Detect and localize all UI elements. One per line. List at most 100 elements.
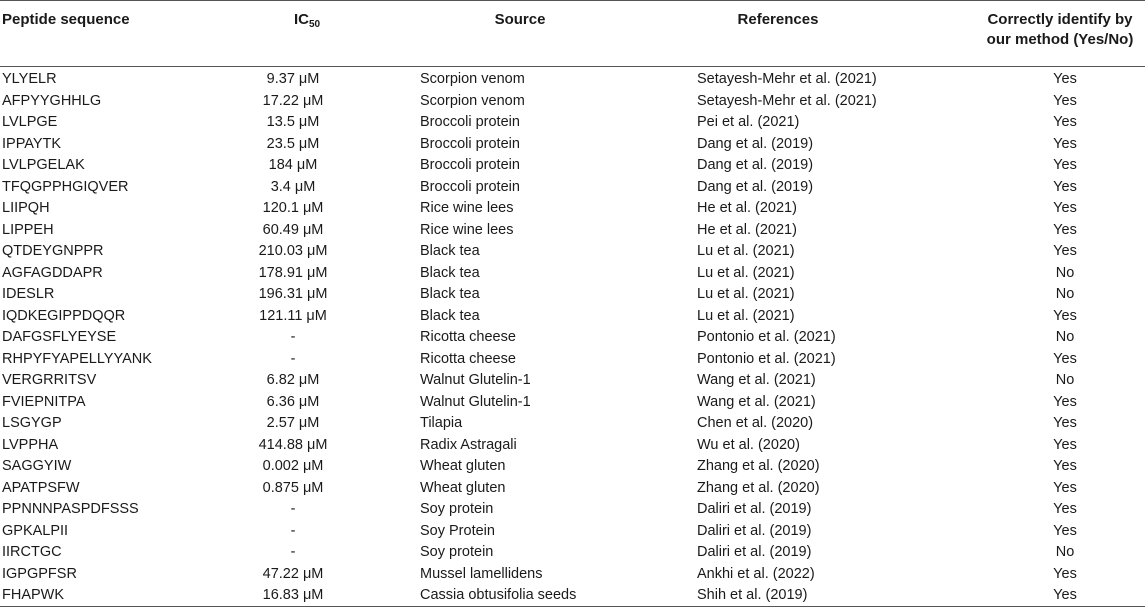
cell-correctly-identified: No (1055, 264, 1075, 281)
cell-reference: Pei et al. (2021) (697, 114, 800, 130)
header-correct-line2: our method (Yes/No) (986, 31, 1134, 48)
cell-correctly-identified: Yes (1053, 243, 1077, 259)
cell-correctly-identified: Yes (1053, 307, 1077, 324)
table-row: IPPAYTK 23.5 μM Broccoli protein Dang et al… (0, 134, 1145, 156)
cell-peptide-sequence: GPKALPII (2, 522, 69, 539)
cell-source: Scorpion venom (420, 92, 525, 109)
cell-peptide-sequence: DAFGSFLYEYSE (2, 329, 117, 345)
cell-reference: He et al. (2021) (697, 221, 797, 238)
cell-ic50: 184 μM (268, 157, 318, 173)
table-row: SAGGYIW 0.002 μM Wheat gluten Zhang et al. … (0, 456, 1145, 478)
bottom-rule (0, 606, 1145, 607)
cell-correctly-identified: Yes (1053, 178, 1077, 195)
table-row: IGPGPFSR 47.22 μM Mussel lamellidens Ankhi … (0, 564, 1145, 586)
cell-ic50: - (290, 501, 296, 517)
cell-peptide-sequence: LIPPEH (2, 221, 54, 238)
cell-correctly-identified: Yes (1053, 114, 1077, 130)
cell-peptide-sequence: LSGYGP (2, 415, 62, 431)
table-header: Peptide sequence IC50 Source References … (0, 0, 1145, 66)
cell-ic50: 6.82 μM (266, 372, 320, 388)
cell-peptide-sequence: LIIPQH (2, 200, 50, 216)
cell-reference: Setayesh-Mehr et al. (2021) (697, 92, 877, 109)
cell-ic50: 17.22 μM (262, 92, 324, 109)
table-row: LIPPEH 60.49 μM Rice wine lees He et al. (2… (0, 220, 1145, 242)
cell-reference: Daliri et al. (2019) (697, 544, 812, 560)
cell-peptide-sequence: QTDEYGNPPR (2, 243, 104, 259)
cell-source: Black tea (420, 264, 480, 281)
cell-source: Broccoli protein (420, 178, 520, 195)
cell-source: Radix Astragali (420, 436, 517, 453)
cell-source: Rice wine lees (420, 221, 514, 238)
header-correctly-identified: Correctly identify by our method (Yes/No… (975, 10, 1145, 50)
cell-source: Rice wine lees (420, 200, 514, 216)
cell-correctly-identified: Yes (1053, 587, 1077, 603)
table-row: APATPSFW 0.875 μM Wheat gluten Zhang et al.… (0, 478, 1145, 500)
cell-reference: Pontonio et al. (2021) (697, 350, 836, 367)
cell-correctly-identified: Yes (1053, 393, 1077, 410)
cell-correctly-identified: Yes (1053, 565, 1077, 582)
cell-ic50: - (290, 350, 296, 367)
cell-reference: Lu et al. (2021) (697, 243, 795, 259)
cell-ic50: 178.91 μM (258, 264, 328, 281)
cell-correctly-identified: Yes (1053, 350, 1077, 367)
cell-peptide-sequence: FVIEPNITPA (2, 393, 86, 410)
table-row: IQDKEGIPPDQQR 121.11 μM Black tea Lu et al.… (0, 306, 1145, 328)
table-row: VERGRRITSV 6.82 μM Walnut Glutelin-1 Wang e… (0, 370, 1145, 392)
cell-correctly-identified: No (1055, 329, 1075, 345)
cell-source: Scorpion venom (420, 71, 525, 87)
cell-reference: Daliri et al. (2019) (697, 501, 812, 517)
cell-source: Soy Protein (420, 522, 495, 539)
cell-source: Soy protein (420, 544, 494, 560)
cell-ic50: 23.5 μM (266, 135, 320, 152)
cell-source: Ricotta cheese (420, 350, 516, 367)
header-ic50: IC50 (277, 10, 337, 35)
table-row: TFQGPPHGIQVER 3.4 μM Broccoli protein Dang … (0, 177, 1145, 199)
cell-ic50: 13.5 μM (266, 114, 320, 130)
header-source: Source (494, 11, 546, 28)
cell-ic50: 120.1 μM (262, 200, 324, 216)
cell-correctly-identified: No (1055, 286, 1075, 302)
cell-source: Broccoli protein (420, 135, 520, 152)
cell-reference: Shih et al. (2019) (697, 587, 808, 603)
cell-correctly-identified: Yes (1053, 221, 1077, 238)
cell-correctly-identified: Yes (1053, 436, 1077, 453)
header-rule (0, 66, 1145, 67)
table-row: LIIPQH 120.1 μM Rice wine lees He et al. (2… (0, 198, 1145, 220)
cell-ic50: 3.4 μM (270, 178, 316, 195)
cell-ic50: 121.11 μM (259, 307, 327, 324)
header-references: References (737, 11, 819, 28)
cell-peptide-sequence: IGPGPFSR (2, 565, 77, 582)
cell-reference: Lu et al. (2021) (697, 286, 795, 302)
cell-reference: Wu et al. (2020) (697, 436, 800, 453)
table-row: AGFAGDDAPR 178.91 μM Black tea Lu et al. (2… (0, 263, 1145, 285)
cell-ic50: 210.03 μM (258, 243, 328, 259)
cell-source: Black tea (420, 286, 480, 302)
cell-reference: Daliri et al. (2019) (697, 522, 812, 539)
cell-correctly-identified: No (1055, 544, 1075, 560)
table-row: LSGYGP 2.57 μM Tilapia Chen et al. (2020) Ye… (0, 413, 1145, 435)
cell-correctly-identified: Yes (1053, 522, 1077, 539)
cell-reference: Lu et al. (2021) (697, 264, 795, 281)
cell-correctly-identified: Yes (1053, 92, 1077, 109)
top-rule (0, 0, 1145, 1)
cell-peptide-sequence: IQDKEGIPPDQQR (2, 307, 126, 324)
table-row: AFPYYGHHLG 17.22 μM Scorpion venom Setayesh… (0, 91, 1145, 113)
cell-ic50: - (290, 329, 296, 345)
cell-peptide-sequence: APATPSFW (2, 479, 80, 496)
cell-reference: Wang et al. (2021) (697, 393, 816, 410)
cell-correctly-identified: Yes (1053, 415, 1077, 431)
cell-ic50: 60.49 μM (262, 221, 324, 238)
cell-peptide-sequence: RHPYFYAPELLYYANK (2, 350, 152, 367)
cell-ic50: 2.57 μM (266, 415, 320, 431)
header-ic50-main: IC (293, 11, 309, 28)
cell-reference: Dang et al. (2019) (697, 157, 814, 173)
cell-ic50: 16.83 μM (262, 587, 324, 603)
table-row: IDESLR 196.31 μM Black tea Lu et al. (2021)… (0, 284, 1145, 306)
cell-peptide-sequence: IPPAYTK (2, 135, 62, 152)
cell-reference: Dang et al. (2019) (697, 178, 814, 195)
cell-reference: Zhang et al. (2020) (697, 458, 820, 474)
cell-correctly-identified: Yes (1053, 458, 1077, 474)
cell-peptide-sequence: SAGGYIW (2, 458, 72, 474)
cell-source: Soy protein (420, 501, 494, 517)
table-row: IIRCTGC - Soy protein Daliri et al. (2019) N… (0, 542, 1145, 564)
